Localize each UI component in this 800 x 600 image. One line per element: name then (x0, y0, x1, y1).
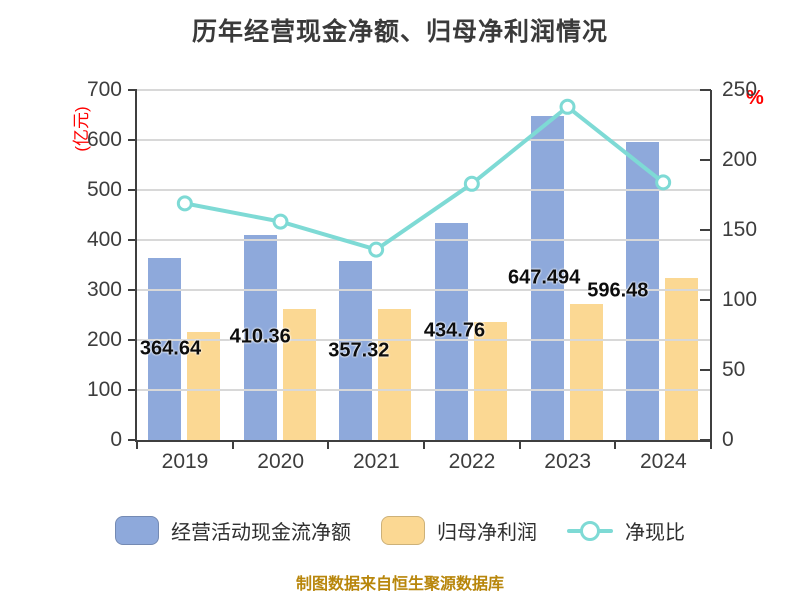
line-marker (368, 241, 385, 258)
x-axis-tick (136, 442, 138, 449)
legend-circle-marker (580, 520, 600, 541)
grid-line (137, 89, 711, 91)
x-axis-tick (518, 442, 521, 449)
left-axis-tick-label: 600 (86, 128, 122, 151)
legend-label-cash-ratio: 净现比 (625, 522, 685, 544)
x-tick-label: 2022 (448, 450, 496, 473)
right-axis-tick-label: 150 (722, 218, 758, 241)
right-axis-tick (700, 89, 711, 91)
legend-swatch-operating-cash-flow (115, 516, 159, 545)
left-axis-tick-label: 400 (86, 228, 122, 251)
bottom-axis-line (135, 440, 712, 442)
right-axis-tick-label: 100 (722, 288, 758, 311)
source-note: 制图数据来自恒生聚源数据库 (295, 576, 504, 593)
x-tick-label: 2024 (639, 450, 687, 473)
legend-item-net-profit: 归母净利润 (381, 516, 537, 545)
bar-net-profit (474, 321, 507, 440)
bar-net-profit (187, 332, 220, 440)
left-axis-tick-label: 700 (86, 78, 122, 101)
legend-swatch-cash-ratio (567, 520, 613, 541)
legend-label-operating-cash-flow: 经营活动现金流净额 (171, 522, 351, 544)
grid-line (137, 339, 711, 341)
grid-line (137, 389, 711, 391)
x-axis-tick (231, 442, 234, 449)
right-axis-tick (700, 229, 711, 231)
bar-value-label: 410.36 (229, 325, 291, 348)
line-marker (559, 98, 576, 115)
grid-line (137, 189, 711, 191)
x-axis-tick (614, 442, 617, 449)
legend: 经营活动现金流净额 归母净利润 净现比 (0, 516, 800, 545)
bar-value-label: 357.32 (328, 339, 390, 362)
left-axis-tick-label: 300 (86, 278, 122, 301)
left-axis-line (135, 90, 137, 442)
bar-operating-cash-flow (435, 222, 468, 440)
left-axis-tick-label: 0 (110, 428, 122, 451)
legend-swatch-net-profit (381, 516, 425, 545)
left-axis-tick-label: 100 (86, 378, 122, 401)
bar-value-label: 596.48 (587, 279, 649, 302)
grid-line (137, 239, 711, 241)
left-axis-tick (128, 339, 137, 341)
bar-value-label: 647.494 (508, 266, 581, 289)
x-tick-label: 2019 (161, 450, 209, 473)
left-axis-tick (128, 139, 137, 141)
left-axis-tick (128, 389, 137, 391)
right-axis-tick-label: 250 (722, 78, 758, 101)
bar-operating-cash-flow (148, 257, 181, 440)
right-axis-tick-label: 200 (722, 148, 758, 171)
legend-label-net-profit: 归母净利润 (437, 522, 537, 544)
left-axis-tick (128, 289, 137, 291)
left-axis-tick (128, 189, 137, 191)
bar-net-profit (282, 308, 316, 440)
right-axis-tick-label: 0 (722, 428, 734, 451)
right-axis-tick-label: 50 (722, 358, 746, 381)
bar-operating-cash-flow (243, 234, 277, 440)
left-axis-tick (128, 239, 137, 241)
left-axis-tick-label: 200 (86, 328, 122, 351)
bar-value-label: 364.64 (139, 337, 202, 360)
bar-net-profit (378, 308, 412, 440)
right-axis-title: % (746, 87, 764, 109)
right-axis-tick (700, 159, 711, 161)
legend-item-operating-cash-flow: 经营活动现金流净额 (115, 516, 351, 545)
cash-ratio-line (184, 104, 665, 252)
bar-net-profit (569, 304, 603, 440)
x-tick-label: 2023 (544, 450, 592, 473)
line-marker (272, 213, 289, 230)
x-tick-label: 2021 (352, 450, 400, 473)
x-axis-tick (423, 442, 425, 449)
left-axis-tick (128, 89, 137, 91)
line-marker (176, 195, 193, 212)
bar-operating-cash-flow (339, 261, 373, 440)
right-axis-tick (700, 369, 711, 371)
grid-line (137, 289, 711, 291)
left-axis-tick-label: 500 (86, 178, 122, 201)
x-axis-tick (327, 442, 330, 449)
bar-net-profit (665, 277, 699, 440)
right-axis-tick (700, 299, 711, 301)
chart-title: 历年经营现金净额、归母净利润情况 (191, 18, 608, 46)
right-axis-line (710, 90, 712, 442)
grid-line (137, 139, 711, 141)
x-axis-tick (710, 442, 712, 449)
x-tick-label: 2020 (257, 450, 305, 473)
legend-item-cash-ratio: 净现比 (567, 516, 685, 545)
bar-value-label: 434.76 (423, 319, 486, 342)
left-axis-tick (128, 439, 137, 441)
